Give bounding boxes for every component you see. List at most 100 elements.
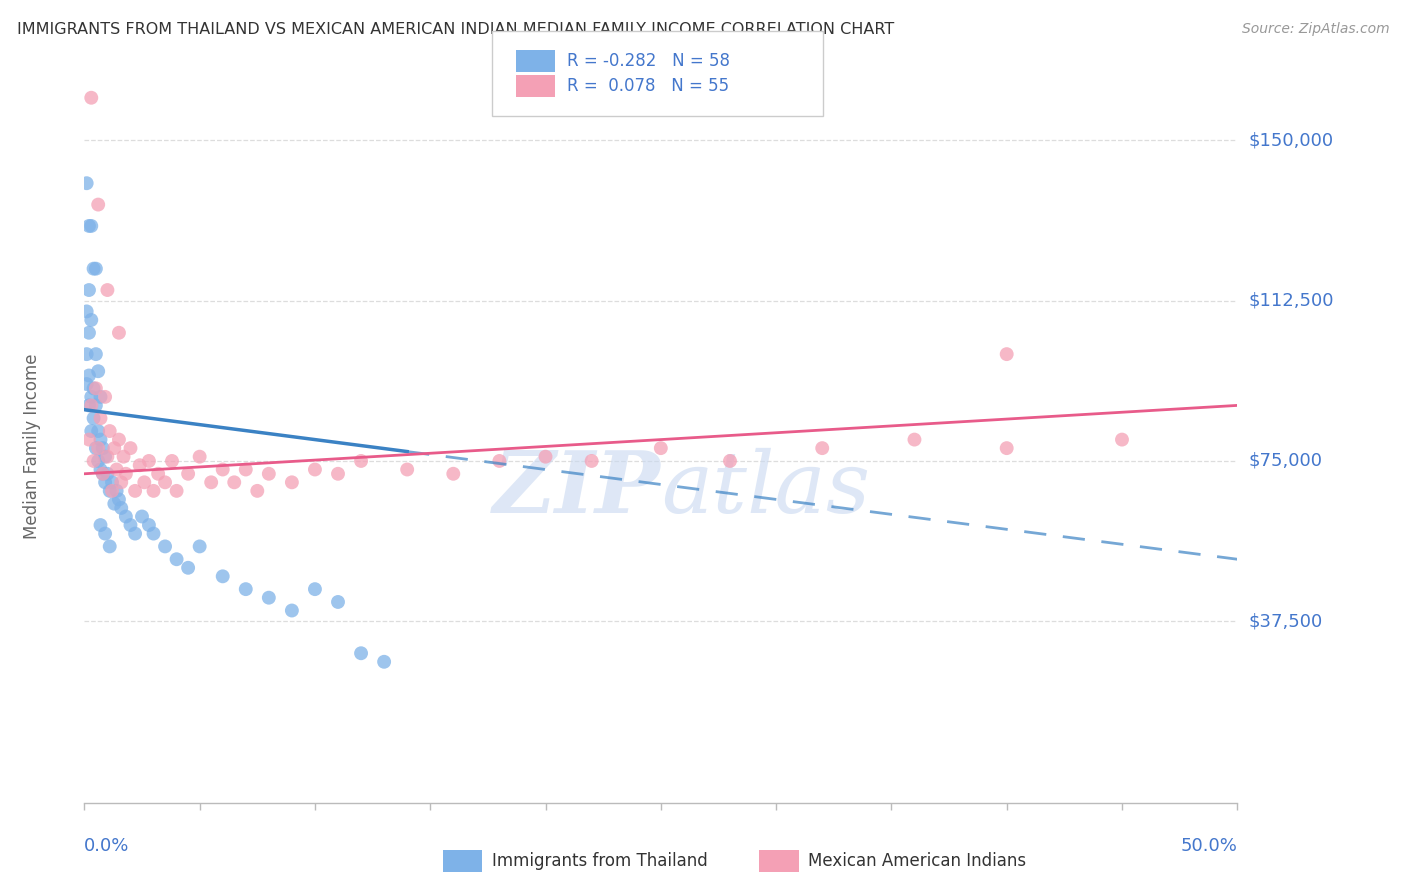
Point <box>142 483 165 498</box>
Point <box>84 441 107 455</box>
Point <box>94 475 117 490</box>
Point <box>103 441 125 455</box>
Point <box>124 483 146 498</box>
Point <box>142 526 165 541</box>
Point <box>80 390 103 404</box>
Point <box>84 381 107 395</box>
Point <box>128 458 150 473</box>
Text: atlas: atlas <box>661 448 870 530</box>
Point <box>94 450 117 464</box>
Point <box>98 424 121 438</box>
Text: Median Family Income: Median Family Income <box>24 353 42 539</box>
Text: $150,000: $150,000 <box>1249 131 1333 150</box>
Point <box>373 655 395 669</box>
Point <box>350 646 373 660</box>
Point <box>211 569 233 583</box>
Point <box>77 326 100 340</box>
Point <box>108 326 131 340</box>
Point <box>80 424 103 438</box>
Point <box>257 467 280 481</box>
Point <box>89 433 111 447</box>
Text: $37,500: $37,500 <box>1249 612 1323 630</box>
Point <box>177 561 200 575</box>
Point <box>103 497 125 511</box>
Point <box>105 483 128 498</box>
Point <box>77 433 100 447</box>
Point <box>115 467 138 481</box>
Point <box>80 219 103 233</box>
Text: 50.0%: 50.0% <box>1181 837 1237 855</box>
Text: R = -0.282   N = 58: R = -0.282 N = 58 <box>567 52 730 70</box>
Point <box>115 509 138 524</box>
Point <box>326 595 349 609</box>
Text: Source: ZipAtlas.com: Source: ZipAtlas.com <box>1241 22 1389 37</box>
Point <box>534 450 557 464</box>
Point <box>138 518 160 533</box>
Point <box>89 411 111 425</box>
Point <box>146 467 169 481</box>
Point <box>105 462 128 476</box>
Point <box>166 483 188 498</box>
Point <box>83 411 105 425</box>
Point <box>153 540 176 554</box>
Point <box>224 475 246 490</box>
Point <box>134 475 156 490</box>
Point <box>84 261 107 276</box>
Point <box>76 347 98 361</box>
Point <box>995 347 1018 361</box>
Text: Immigrants from Thailand: Immigrants from Thailand <box>492 852 707 870</box>
Point <box>153 475 176 490</box>
Point <box>1111 433 1133 447</box>
Point <box>811 441 834 455</box>
Point <box>304 582 326 596</box>
Point <box>91 467 114 481</box>
Point <box>84 398 107 412</box>
Point <box>995 441 1018 455</box>
Text: R =  0.078   N = 55: R = 0.078 N = 55 <box>567 77 728 95</box>
Point <box>98 483 121 498</box>
Point <box>108 433 131 447</box>
Point <box>89 462 111 476</box>
Point <box>91 467 114 481</box>
Point <box>120 518 142 533</box>
Point <box>96 283 118 297</box>
Point <box>246 483 269 498</box>
Point <box>77 398 100 412</box>
Point <box>188 450 211 464</box>
Point <box>110 475 132 490</box>
Point <box>83 261 105 276</box>
Point <box>96 450 118 464</box>
Point <box>76 176 98 190</box>
Text: Mexican American Indians: Mexican American Indians <box>808 852 1026 870</box>
Point <box>188 540 211 554</box>
Point <box>257 591 280 605</box>
Point <box>110 500 132 515</box>
Point <box>131 509 153 524</box>
Point <box>441 467 464 481</box>
Text: IMMIGRANTS FROM THAILAND VS MEXICAN AMERICAN INDIAN MEDIAN FAMILY INCOME CORRELA: IMMIGRANTS FROM THAILAND VS MEXICAN AMER… <box>17 22 894 37</box>
Point <box>650 441 672 455</box>
Point <box>281 603 304 617</box>
Point <box>200 475 222 490</box>
Point <box>304 462 326 476</box>
Point <box>87 454 110 468</box>
Point <box>87 441 110 455</box>
Point <box>98 540 121 554</box>
Point <box>89 390 111 404</box>
Point <box>101 483 124 498</box>
Point <box>718 454 741 468</box>
Point <box>350 454 373 468</box>
Point <box>77 283 100 297</box>
Text: 0.0%: 0.0% <box>84 837 129 855</box>
Point <box>83 454 105 468</box>
Point <box>281 475 304 490</box>
Point <box>84 347 107 361</box>
Point <box>138 454 160 468</box>
Point <box>166 552 188 566</box>
Point <box>120 441 142 455</box>
Point <box>77 219 100 233</box>
Point <box>83 381 105 395</box>
Point <box>235 582 257 596</box>
Point <box>87 424 110 438</box>
Point <box>96 467 118 481</box>
